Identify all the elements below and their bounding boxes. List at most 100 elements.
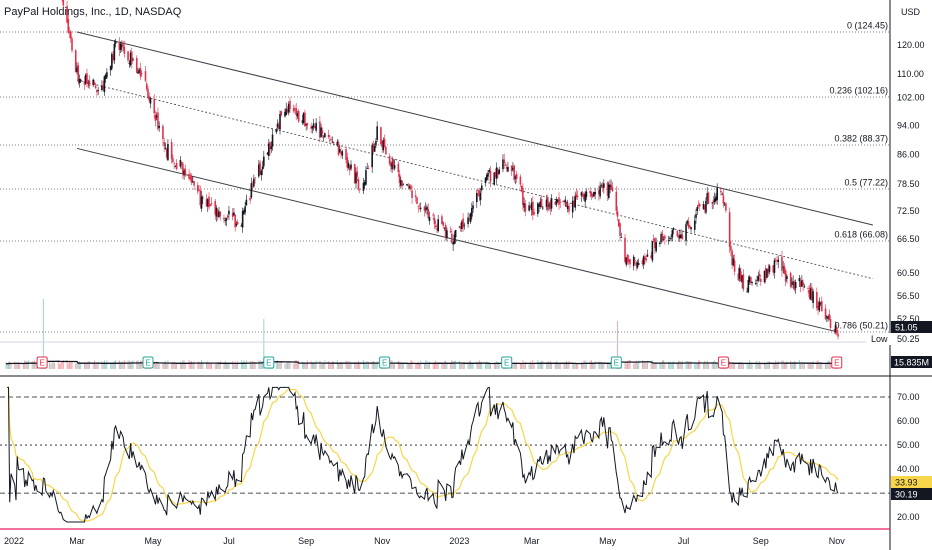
candle-body [385, 147, 387, 155]
candle-body [563, 200, 565, 202]
candle-body [782, 266, 784, 268]
candle-body [62, 0, 65, 6]
candle-body [555, 199, 558, 205]
candle-body [783, 266, 786, 274]
candle-body [241, 211, 244, 228]
volume-badge [891, 356, 932, 368]
candle-body [452, 242, 454, 245]
rsi-ma-value: 33.93 [895, 478, 918, 488]
candle-body [698, 203, 701, 207]
candle-body [507, 166, 509, 172]
candle-body [533, 211, 535, 215]
candle-body [140, 73, 143, 75]
candle-body [581, 193, 584, 197]
candle-body [373, 146, 376, 152]
candle-body [280, 111, 283, 116]
candle-body [340, 151, 342, 155]
candle-body [809, 288, 812, 300]
candle-body [201, 197, 204, 199]
candle-body [746, 291, 748, 293]
time-tick-label: 2022 [4, 536, 24, 546]
candle-body [236, 222, 239, 225]
rsi-tick-label: 20.00 [897, 512, 920, 522]
candle-body [559, 202, 562, 203]
candle-body [764, 268, 767, 280]
candle-body [68, 32, 71, 33]
price-tick-label: 72.50 [897, 206, 920, 216]
candle-body [254, 177, 256, 179]
candle-body [488, 169, 491, 172]
candle-body [76, 67, 78, 73]
channel-line [76, 147, 839, 333]
candle-body [251, 185, 254, 187]
candle-body [419, 207, 422, 209]
candle-body [659, 242, 661, 245]
candle-body [645, 258, 647, 261]
candle-body [315, 122, 317, 131]
candle-body [540, 199, 543, 208]
candle-body [382, 140, 385, 151]
candle-body [270, 146, 273, 149]
candle-body [118, 42, 121, 50]
candle-body [305, 123, 307, 126]
candle-body [97, 90, 99, 92]
candle-body [733, 260, 736, 272]
candle-body [834, 325, 837, 333]
candle-body [817, 305, 819, 310]
candle-body [564, 199, 567, 203]
candle-body [190, 176, 193, 183]
candle-body [740, 271, 742, 282]
candle-body [573, 200, 575, 207]
currency-label: USD [901, 7, 921, 17]
candle-body [244, 206, 246, 213]
candle-body [827, 316, 829, 319]
candle-body [513, 165, 515, 180]
candle-body [304, 112, 306, 127]
candle-body [449, 231, 452, 233]
candle-body [495, 167, 498, 179]
candle-body [757, 276, 760, 281]
candle-body [436, 228, 438, 230]
candle-body [78, 78, 81, 84]
candle-body [537, 203, 539, 214]
rsi-ma-badge [891, 476, 932, 488]
earnings-badge [501, 356, 513, 369]
candle-body [512, 167, 514, 170]
candle-body [235, 223, 238, 226]
candle-body [591, 194, 594, 197]
candle-body [310, 126, 312, 129]
candle-body [275, 129, 278, 133]
candle-body [545, 199, 548, 207]
candle-body [205, 199, 208, 207]
candle-body [321, 130, 324, 134]
candle-body [636, 262, 639, 268]
candle-body [478, 190, 481, 197]
candle-body [253, 178, 255, 187]
candle-body [580, 192, 583, 196]
candle-body [145, 83, 148, 90]
candle-body [109, 66, 112, 71]
axes: 120.00 110.00 102.00 94.00 86.00 78.50 72.50 66… [4, 40, 925, 546]
candle-body [828, 313, 831, 320]
candle-body [208, 196, 210, 208]
candle-body [428, 217, 431, 221]
candle-body [86, 73, 88, 84]
candle-body [599, 186, 601, 197]
candle-body [713, 198, 716, 202]
candle-body [626, 255, 629, 263]
candle-body [652, 238, 655, 241]
candle-body [574, 196, 576, 208]
candle-body [200, 196, 203, 209]
candle-body [380, 127, 382, 145]
candle-body [463, 224, 466, 226]
candle-body [542, 207, 544, 209]
candle-body [487, 172, 489, 177]
candle-body [728, 212, 731, 247]
candle-body [646, 254, 649, 257]
candle-body [515, 174, 518, 179]
candle-body [672, 228, 675, 230]
candle-body [794, 281, 797, 289]
candle-body [538, 204, 540, 207]
